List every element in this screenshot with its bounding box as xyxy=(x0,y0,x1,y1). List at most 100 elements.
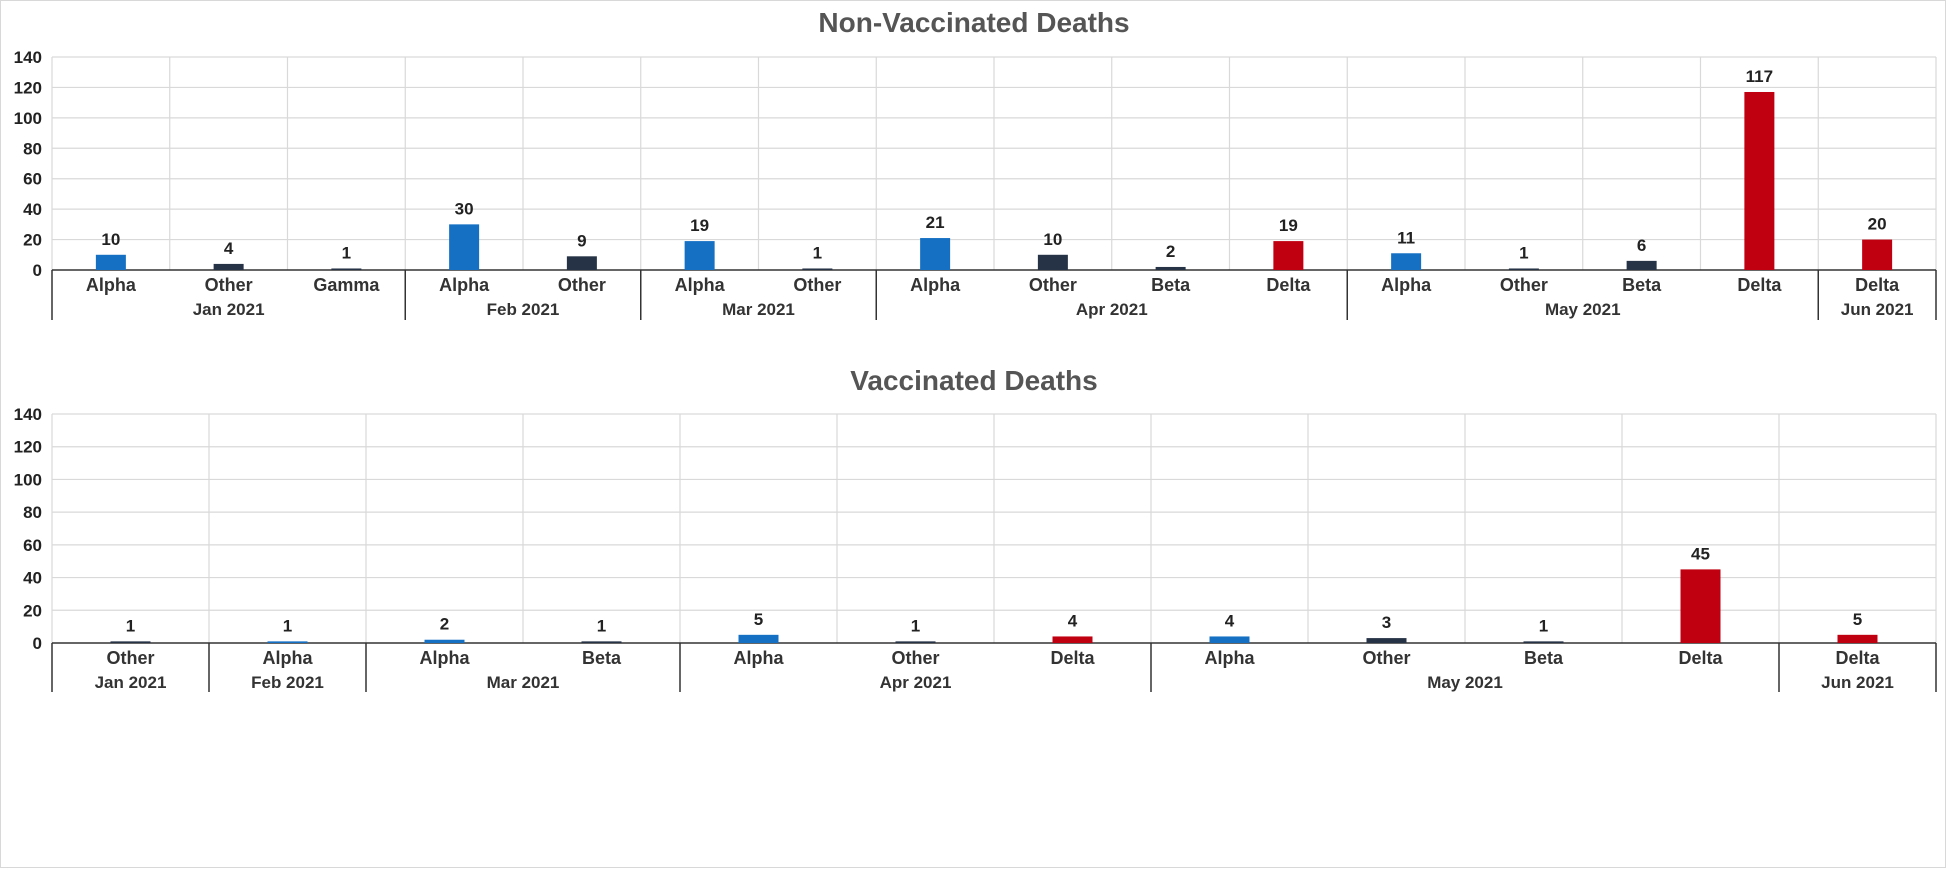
data-label: 1 xyxy=(1519,243,1528,262)
y-tick-label: 80 xyxy=(23,139,42,158)
data-label: 1 xyxy=(597,616,606,635)
bar-alpha[interactable] xyxy=(424,639,465,643)
bar-alpha[interactable] xyxy=(738,634,779,643)
y-tick-label: 60 xyxy=(23,536,42,555)
data-label: 45 xyxy=(1691,544,1710,563)
bar-delta[interactable] xyxy=(1052,636,1093,643)
data-label: 10 xyxy=(1043,230,1062,249)
bar-beta[interactable] xyxy=(1626,260,1657,270)
data-label: 19 xyxy=(690,216,709,235)
y-tick-label: 20 xyxy=(23,601,42,620)
x-group-label: Apr 2021 xyxy=(880,673,952,692)
data-label: 4 xyxy=(1225,611,1235,630)
bar-other[interactable] xyxy=(895,641,936,643)
x-group-label: May 2021 xyxy=(1545,300,1621,319)
x-category-label: Beta xyxy=(1151,275,1191,295)
vaccinated-chart: 0 20 40 60 80 100 120 140 1 Other 1 Alpha 2 Alpha 1 Bet… xyxy=(14,405,1937,692)
x-category-label: Delta xyxy=(1855,275,1900,295)
data-label: 21 xyxy=(926,213,945,232)
y-tick-label: 40 xyxy=(23,200,42,219)
data-label: 9 xyxy=(577,231,586,250)
x-category-label: Delta xyxy=(1050,648,1095,668)
x-group-label: Feb 2021 xyxy=(487,300,560,319)
bar-other[interactable] xyxy=(213,263,244,270)
bar-alpha[interactable] xyxy=(95,254,126,270)
x-category-label: Other xyxy=(1500,275,1548,295)
bar-delta[interactable] xyxy=(1744,91,1775,270)
bar-other[interactable] xyxy=(566,256,597,270)
x-category-label: Delta xyxy=(1678,648,1723,668)
x-category-label: Alpha xyxy=(419,648,470,668)
chart-title-vaccinated: Vaccinated Deaths xyxy=(850,365,1097,396)
bar-other[interactable] xyxy=(1366,638,1407,643)
y-tick-label: 120 xyxy=(14,438,42,457)
x-category-label: Other xyxy=(1029,275,1077,295)
bar-beta[interactable] xyxy=(1155,266,1186,270)
non-vaccinated-chart: 02040608010012014010Alpha4Other1Gamma30A… xyxy=(14,48,1937,320)
bar-gamma[interactable] xyxy=(331,268,362,270)
y-tick-label: 0 xyxy=(33,634,42,653)
x-category-label: Beta xyxy=(582,648,622,668)
x-category-label: Delta xyxy=(1835,648,1880,668)
x-group-label: Jun 2021 xyxy=(1821,673,1894,692)
bar-other[interactable] xyxy=(1037,254,1068,270)
y-tick-label: 140 xyxy=(14,48,42,67)
bar-delta[interactable] xyxy=(1862,239,1893,270)
x-category-label: Delta xyxy=(1266,275,1311,295)
x-group-label: Mar 2021 xyxy=(722,300,795,319)
bar-alpha[interactable] xyxy=(1209,636,1250,643)
data-label: 30 xyxy=(455,199,474,218)
data-label: 5 xyxy=(754,610,763,629)
data-label: 1 xyxy=(1539,616,1548,635)
data-label: 19 xyxy=(1279,216,1298,235)
bar-delta[interactable] xyxy=(1273,241,1304,270)
bar-other[interactable] xyxy=(1508,268,1539,270)
data-label: 2 xyxy=(1166,242,1175,261)
y-tick-label: 100 xyxy=(14,109,42,128)
x-category-label: Alpha xyxy=(439,275,490,295)
bar-beta[interactable] xyxy=(1523,641,1564,643)
x-category-label: Gamma xyxy=(313,275,380,295)
y-tick-label: 140 xyxy=(14,405,42,424)
bar-delta[interactable] xyxy=(1837,634,1878,643)
data-label: 117 xyxy=(1746,67,1773,86)
bar-alpha[interactable] xyxy=(267,641,308,643)
x-group-label: Jun 2021 xyxy=(1841,300,1914,319)
chart-title-non-vaccinated: Non-Vaccinated Deaths xyxy=(818,7,1129,38)
x-category-label: Alpha xyxy=(86,275,137,295)
data-label: 20 xyxy=(1868,215,1887,234)
bar-alpha[interactable] xyxy=(449,224,480,270)
x-category-label: Alpha xyxy=(910,275,961,295)
y-tick-label: 60 xyxy=(23,170,42,189)
bar-alpha[interactable] xyxy=(920,238,951,270)
data-label: 10 xyxy=(101,230,120,249)
y-tick-label: 0 xyxy=(33,261,42,280)
data-label: 11 xyxy=(1397,228,1415,247)
bar-alpha[interactable] xyxy=(684,241,715,270)
data-label: 1 xyxy=(126,616,135,635)
data-label: 1 xyxy=(813,243,822,262)
x-group-label: Apr 2021 xyxy=(1076,300,1148,319)
x-category-label: Other xyxy=(106,648,154,668)
bar-beta[interactable] xyxy=(581,641,622,643)
y-tick-label: 80 xyxy=(23,503,42,522)
y-tick-label: 20 xyxy=(23,231,42,250)
bar-other[interactable] xyxy=(110,641,151,643)
bar-alpha[interactable] xyxy=(1391,253,1422,270)
data-label: 3 xyxy=(1382,613,1391,632)
y-tick-label: 100 xyxy=(14,470,42,489)
x-group-label: May 2021 xyxy=(1427,673,1503,692)
x-category-label: Beta xyxy=(1622,275,1662,295)
data-label: 2 xyxy=(440,615,449,634)
bar-delta[interactable] xyxy=(1680,569,1721,643)
x-category-label: Other xyxy=(1362,648,1410,668)
data-label: 6 xyxy=(1637,236,1646,255)
x-category-label: Beta xyxy=(1524,648,1564,668)
data-label: 4 xyxy=(1068,611,1078,630)
x-category-label: Alpha xyxy=(1204,648,1255,668)
x-category-label: Alpha xyxy=(1381,275,1432,295)
bar-other[interactable] xyxy=(802,268,833,270)
data-label: 1 xyxy=(342,243,351,262)
x-group-label: Feb 2021 xyxy=(251,673,324,692)
